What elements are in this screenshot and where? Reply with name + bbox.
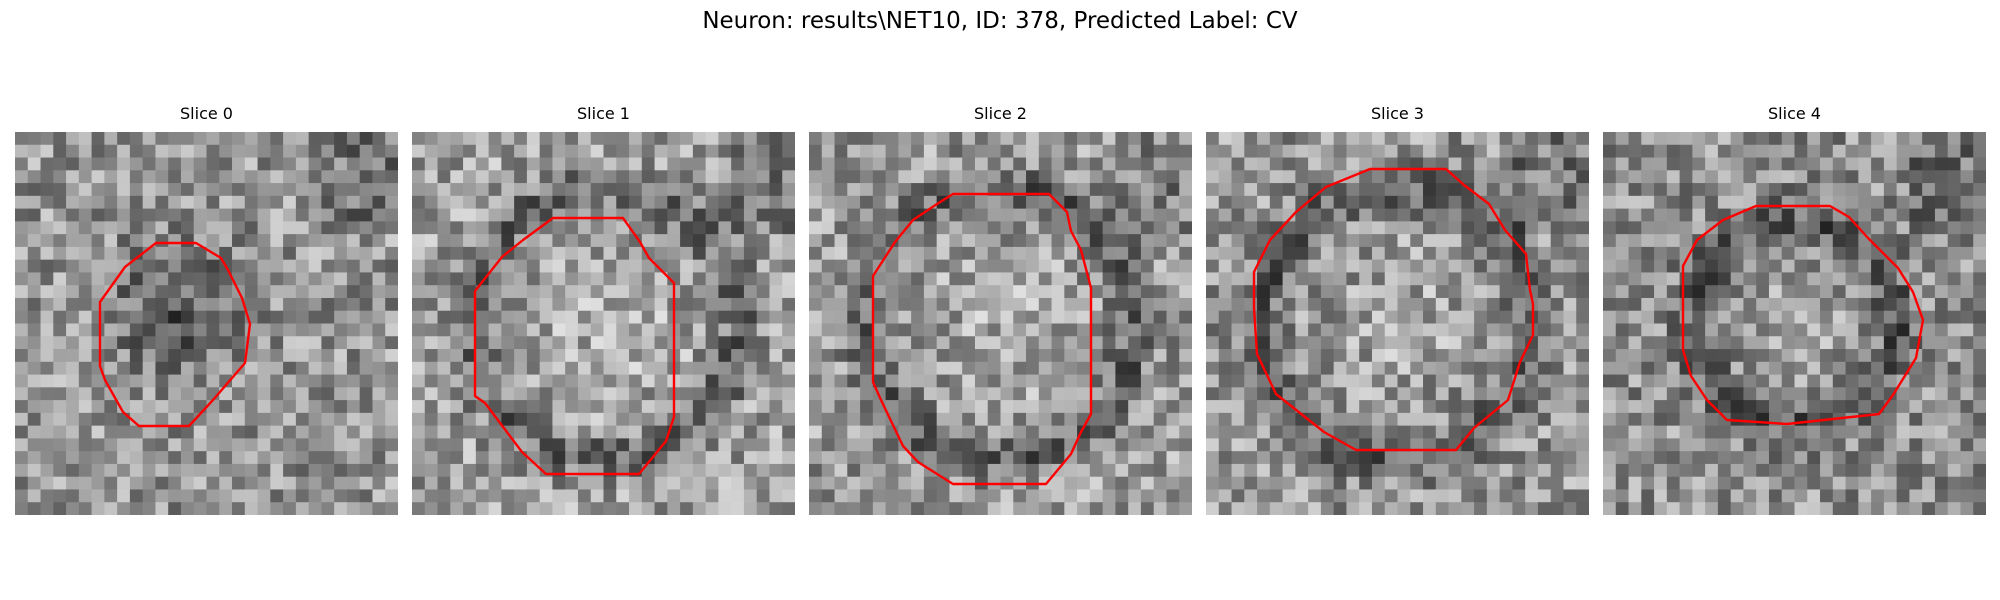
slice-title-0: Slice 0 xyxy=(180,104,233,123)
pixel-grid xyxy=(15,132,398,515)
slice-image-3 xyxy=(1206,132,1589,515)
roi-outline xyxy=(1252,167,1535,452)
slice-title-3: Slice 3 xyxy=(1371,104,1424,123)
slice-title-2: Slice 2 xyxy=(974,104,1027,123)
slice-image-1 xyxy=(412,132,795,515)
pixel-grid xyxy=(1603,132,1986,515)
pixel-grid xyxy=(412,132,795,515)
roi-outline xyxy=(98,241,252,428)
slice-title-1: Slice 1 xyxy=(577,104,630,123)
slice-panel-0: Slice 0 xyxy=(15,104,398,515)
pixel-grid xyxy=(1206,132,1589,515)
roi-outline xyxy=(1681,204,1925,426)
roi-outline xyxy=(871,192,1093,486)
slice-panel-4: Slice 4 xyxy=(1603,104,1986,515)
slice-panel-1: Slice 1 xyxy=(412,104,795,515)
slice-panel-3: Slice 3 xyxy=(1206,104,1589,515)
slice-title-4: Slice 4 xyxy=(1768,104,1821,123)
roi-outline xyxy=(473,216,676,476)
pixel-grid xyxy=(809,132,1192,515)
slice-image-0 xyxy=(15,132,398,515)
figure-title: Neuron: results\NET10, ID: 378, Predicte… xyxy=(702,8,1298,34)
slice-image-2 xyxy=(809,132,1192,515)
slice-panel-2: Slice 2 xyxy=(809,104,1192,515)
slice-image-4 xyxy=(1603,132,1986,515)
